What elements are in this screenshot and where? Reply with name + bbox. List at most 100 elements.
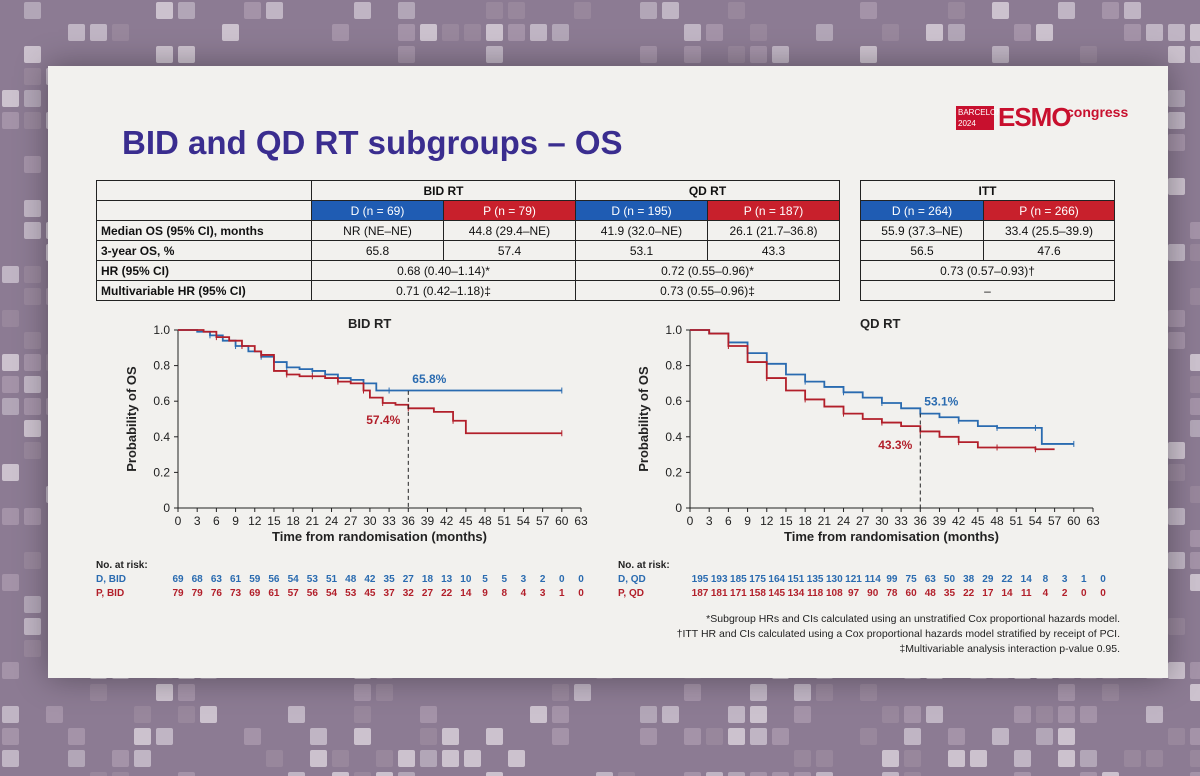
y-tick-label: 0.4 <box>153 430 170 444</box>
table-corner <box>96 180 312 201</box>
mosaic-tile <box>134 750 151 767</box>
risk-value: 63 <box>924 574 936 585</box>
risk-value: 22 <box>1001 574 1013 585</box>
x-tick-label: 42 <box>440 514 454 528</box>
mosaic-tile <box>2 376 19 393</box>
x-tick-label: 36 <box>914 514 928 528</box>
risk-row: D, BID 69 68 63 61 59 56 54 53 51 48 42 35 27 18 13 10 5 5… <box>96 574 584 585</box>
risk-row: P, BID 79 79 76 73 69 61 57 56 54 53 45 37 32 27 22 14 9 8… <box>96 588 584 599</box>
mosaic-tile <box>2 662 19 679</box>
risk-value: 130 <box>825 574 843 585</box>
arm-header-p-bid: P (n = 79) <box>443 200 576 221</box>
risk-value: 134 <box>787 588 805 599</box>
risk-value: 171 <box>730 588 747 599</box>
mosaic-tile <box>970 750 987 767</box>
x-axis-label: Time from randomisation (months) <box>784 529 999 544</box>
risk-value: 13 <box>441 574 453 585</box>
mosaic-tile <box>1124 24 1141 41</box>
mosaic-tile <box>684 772 701 776</box>
mosaic-tile <box>288 706 305 723</box>
mosaic-tile <box>1168 134 1185 151</box>
risk-value: 0 <box>1100 588 1106 599</box>
table-row: 55.9 (37.3–NE) 33.4 (25.5–39.9) <box>860 220 1115 241</box>
arm-header-d-bid: D (n = 69) <box>311 200 444 221</box>
mosaic-tile <box>24 508 41 525</box>
mosaic-tile <box>1014 772 1031 776</box>
mosaic-tile <box>684 728 701 745</box>
mosaic-tile <box>178 46 195 63</box>
arm-header-d-itt: D (n = 264) <box>860 200 984 221</box>
mosaic-tile <box>530 706 547 723</box>
risk-value: 5 <box>501 574 508 585</box>
mosaic-tile <box>200 706 217 723</box>
itt-table: ITT D (n = 264) P (n = 266) 55.9 (37.3–N… <box>860 180 1115 301</box>
mosaic-tile <box>486 728 503 745</box>
mosaic-tile <box>1058 2 1075 19</box>
mosaic-tile <box>90 684 107 701</box>
mosaic-tile <box>354 772 371 776</box>
risk-value: 1 <box>1081 574 1087 585</box>
mosaic-tile <box>24 46 41 63</box>
mosaic-tile <box>24 420 41 437</box>
mosaic-tile <box>640 46 657 63</box>
mosaic-tile <box>134 706 151 723</box>
x-tick-label: 12 <box>760 514 774 528</box>
mosaic-tile <box>1036 24 1053 41</box>
x-tick-label: 24 <box>325 514 339 528</box>
risk-value: 135 <box>806 574 824 585</box>
mosaic-tile <box>398 46 415 63</box>
mosaic-tile <box>1058 684 1075 701</box>
mosaic-tile <box>486 24 503 41</box>
mosaic-tile <box>68 24 85 41</box>
mosaic-tile <box>750 46 767 63</box>
x-tick-label: 9 <box>232 514 239 528</box>
mosaic-tile <box>486 46 503 63</box>
mosaic-tile <box>2 750 19 767</box>
risk-value: 10 <box>460 574 472 585</box>
risk-value: 53 <box>345 588 357 599</box>
mosaic-tile <box>750 772 767 776</box>
mosaic-tile <box>794 750 811 767</box>
mosaic-tile <box>1168 90 1185 107</box>
mosaic-tile <box>684 24 701 41</box>
risk-value: 54 <box>325 588 338 599</box>
risk-value: 114 <box>864 574 881 585</box>
y-tick-label: 0.8 <box>153 359 170 373</box>
mosaic-tile <box>1014 24 1031 41</box>
mosaic-tile <box>662 2 679 19</box>
x-tick-label: 60 <box>1067 514 1081 528</box>
mosaic-tile <box>1014 706 1031 723</box>
risk-row: D, QD 195 193 185 175 164 151 135 130 121 114 99 75 6… <box>618 574 1106 585</box>
mosaic-tile <box>90 772 107 776</box>
mosaic-tile <box>178 706 195 723</box>
x-tick-label: 6 <box>725 514 732 528</box>
mosaic-tile <box>1190 288 1200 305</box>
mosaic-tile <box>24 398 41 415</box>
mosaic-tile <box>728 772 745 776</box>
mosaic-tile <box>794 684 811 701</box>
mosaic-tile <box>1080 46 1097 63</box>
x-tick-label: 60 <box>555 514 569 528</box>
mosaic-tile <box>904 706 921 723</box>
mosaic-tile <box>860 2 877 19</box>
mosaic-tile <box>1168 244 1185 261</box>
mosaic-tile <box>486 2 503 19</box>
mosaic-tile <box>178 2 195 19</box>
x-tick-label: 39 <box>421 514 435 528</box>
risk-row-label: P, QD <box>618 588 644 599</box>
x-tick-label: 30 <box>363 514 377 528</box>
x-tick-label: 0 <box>175 514 182 528</box>
cell: 65.8 <box>311 240 444 261</box>
mosaic-tile <box>68 750 85 767</box>
mosaic-tile <box>1124 2 1141 19</box>
x-tick-label: 54 <box>517 514 531 528</box>
cell: 47.6 <box>983 240 1115 261</box>
mosaic-tile <box>816 684 833 701</box>
x-tick-label: 15 <box>267 514 281 528</box>
mosaic-tile <box>728 2 745 19</box>
risk-row-label: P, BID <box>96 588 125 599</box>
mosaic-tile <box>1168 464 1185 481</box>
mosaic-tile <box>1168 112 1185 129</box>
mosaic-tile <box>596 772 613 776</box>
risk-value: 61 <box>230 574 242 585</box>
